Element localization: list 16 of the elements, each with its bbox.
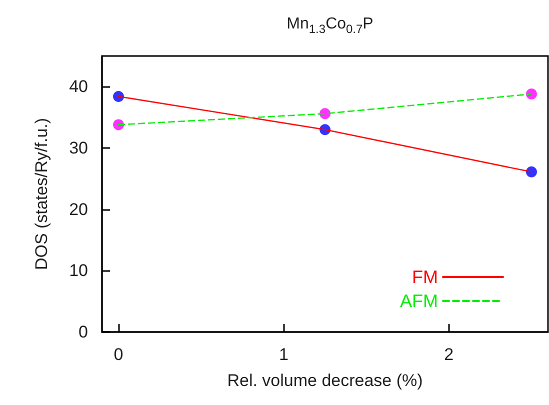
y-tick-label: 0 — [78, 322, 88, 342]
y-tick-label: 40 — [69, 77, 88, 96]
x-axis-title: Rel. volume decrease (%) — [227, 371, 423, 390]
y-tick-label: 20 — [69, 200, 88, 219]
point — [113, 90, 124, 102]
y-tick-label: 10 — [69, 261, 88, 280]
point — [526, 166, 537, 178]
x-tick-label: 0 — [114, 345, 124, 364]
x-tick-label: 1 — [278, 345, 288, 364]
point — [526, 88, 537, 100]
y-tick-label: 30 — [69, 138, 88, 158]
point — [113, 119, 124, 130]
legend-label: AFM — [400, 291, 438, 311]
x-tick-label: 2 — [444, 345, 454, 364]
legend-label: FM — [412, 267, 438, 287]
y-axis-title: DOS (states/Ry/f.u.) — [32, 118, 51, 270]
